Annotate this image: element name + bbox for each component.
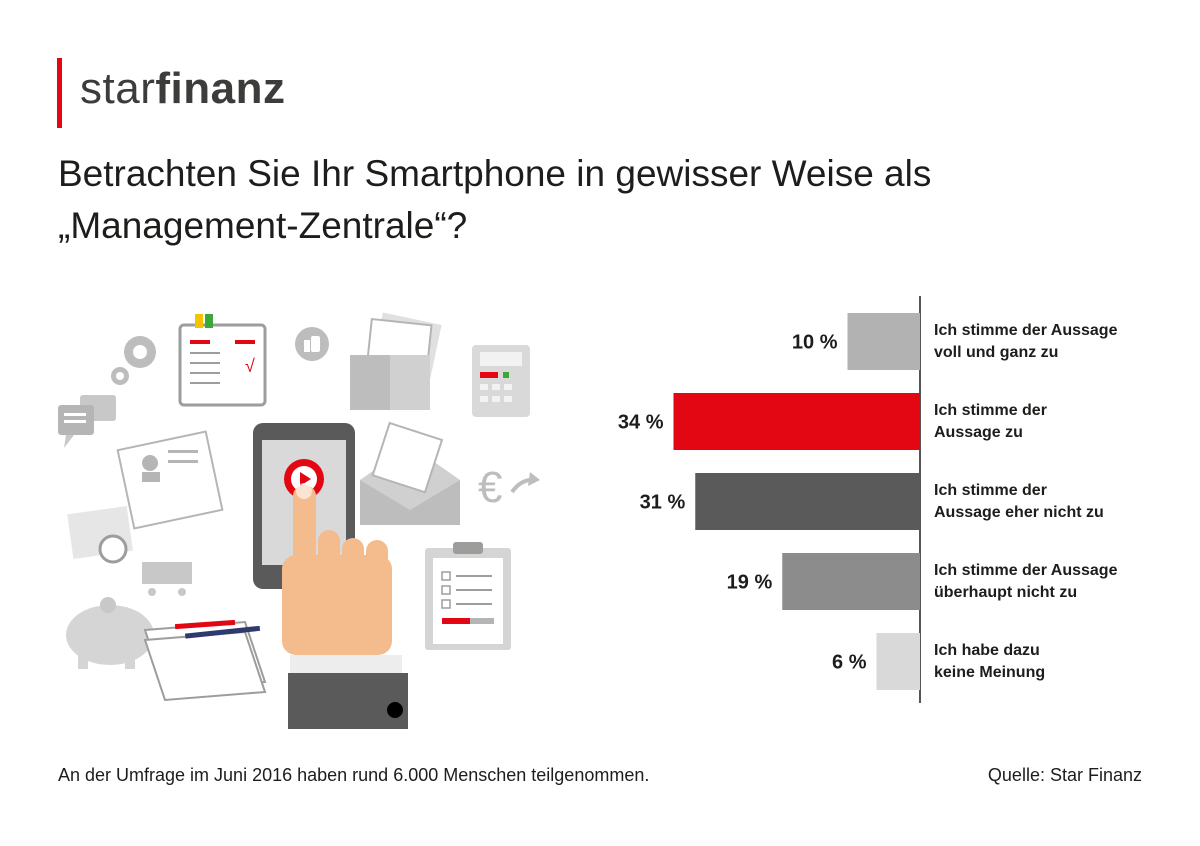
brand-logo-light: star (80, 64, 156, 113)
category-label-5-line-1: Ich habe dazu (934, 642, 1040, 659)
value-label-2: 34 % (618, 412, 664, 434)
thumbs-up-icon (295, 327, 329, 361)
page-title-line-2: „Management-Zentrale“? (58, 205, 468, 246)
category-label-3-line-2: Aussage eher nicht zu (934, 504, 1104, 521)
svg-text:€: € (478, 463, 502, 512)
page-title: Betrachten Sie Ihr Smartphone in gewisse… (58, 148, 1158, 252)
svg-text:√: √ (245, 356, 255, 376)
shopping-cart-icon (142, 562, 192, 596)
category-label-1-line-2: voll und ganz zu (934, 344, 1058, 361)
footnote: An der Umfrage im Juni 2016 haben rund 6… (58, 765, 650, 785)
chat-bubbles-icon (58, 395, 116, 448)
category-label-2-line-1: Ich stimme der (934, 402, 1047, 419)
bar-5 (876, 633, 920, 690)
source-note: Quelle: Star Finanz (987, 765, 1142, 785)
envelope-icon (360, 421, 460, 525)
bar-4 (782, 553, 920, 610)
value-label-3: 31 % (640, 492, 686, 514)
category-label-4-line-1: Ich stimme der Aussage (934, 562, 1118, 579)
category-label-3-line-1: Ich stimme der (934, 482, 1047, 499)
category-label-1-line-1: Ich stimme der Aussage (934, 322, 1118, 339)
value-label-5: 6 % (832, 652, 867, 674)
brand-logo-bold: finanz (155, 64, 286, 113)
invoice-clock-icon (67, 506, 133, 564)
category-label-4-line-2: überhaupt nicht zu (934, 584, 1077, 601)
piggy-bank-icon (66, 597, 154, 669)
calculator-icon (472, 345, 530, 417)
clipboard-icon (425, 542, 511, 650)
brand-accent-bar (57, 58, 62, 128)
value-label-1: 10 % (792, 332, 838, 354)
smartphone-management-illustration: √ € (58, 312, 540, 729)
documents-icon (350, 312, 442, 410)
euro-icon: € (478, 463, 540, 512)
category-label-2-line-2: Aussage zu (934, 424, 1023, 441)
paper-stack-icon (143, 619, 267, 702)
brand-logo: starfinanz (80, 64, 285, 114)
planner-icon: √ (178, 314, 267, 407)
bar-1 (847, 313, 920, 370)
contact-card-icon (116, 430, 224, 530)
value-label-4: 19 % (727, 572, 773, 594)
page-title-line-1: Betrachten Sie Ihr Smartphone in gewisse… (58, 153, 932, 194)
category-label-5-line-2: keine Meinung (934, 664, 1045, 681)
gear-icon (111, 336, 156, 385)
bar-2 (673, 393, 920, 450)
bar-3 (695, 473, 920, 530)
pointing-hand-icon (282, 483, 408, 729)
